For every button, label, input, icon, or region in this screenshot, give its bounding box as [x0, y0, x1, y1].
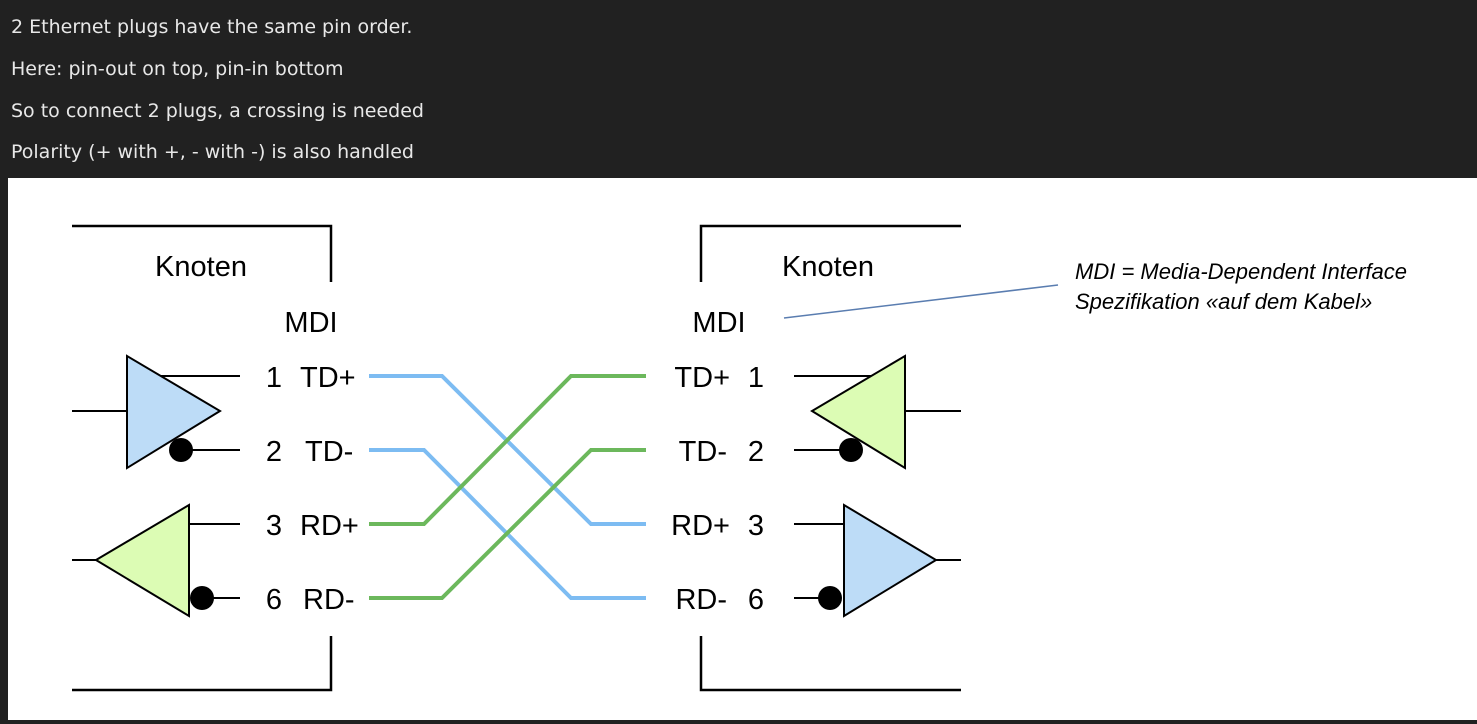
diagram-canvas: Knoten Knoten MDI MDI [8, 178, 1477, 720]
wire-td-plus-to-rd-plus [369, 374, 646, 526]
right-pin-1: TD+ 1 [674, 362, 764, 394]
right-node-title: Knoten [782, 251, 874, 283]
right-pin-name: TD+ [674, 362, 730, 394]
right-pin-number: 1 [748, 362, 764, 394]
right-pin-name: RD- [675, 584, 727, 616]
right-pin-6: RD- 6 [675, 584, 764, 616]
left-transmit-amplifier [72, 354, 240, 470]
left-receive-amplifier [72, 503, 240, 618]
left-node-frame-bottom [72, 636, 333, 692]
wire-td-minus-to-rd-minus [369, 448, 646, 600]
left-pin-number: 3 [266, 510, 282, 542]
left-mdi-label: MDI [284, 307, 337, 339]
right-node-frame-top [699, 224, 961, 282]
right-receive-amplifier [794, 354, 961, 470]
note-line-2: Here: pin-out on top, pin-in bottom [11, 58, 344, 80]
left-pin-3: 3 RD+ [266, 510, 359, 542]
left-pin-6: 6 RD- [266, 584, 355, 616]
note-line-3: So to connect 2 plugs, a crossing is nee… [11, 100, 424, 122]
mdi-crossover-diagram: Knoten Knoten MDI MDI [72, 224, 1407, 692]
left-pin-number: 1 [266, 362, 282, 394]
note-line-1: 2 Ethernet plugs have the same pin order… [11, 16, 413, 38]
note-line-4: Polarity (+ with +, - with -) is also ha… [11, 141, 414, 163]
right-pin-name: RD+ [671, 510, 730, 542]
left-pin-2: 2 TD- [266, 436, 353, 468]
notes-panel: 2 Ethernet plugs have the same pin order… [0, 0, 1477, 178]
left-pin-name: TD+ [300, 362, 356, 394]
left-pin-name: RD- [303, 584, 355, 616]
annotation-line-1: MDI = Media-Dependent Interface [1075, 259, 1407, 284]
left-pin-number: 2 [266, 436, 282, 468]
right-pin-number: 3 [748, 510, 764, 542]
right-node-frame-bottom [699, 636, 961, 692]
right-pin-number: 6 [748, 584, 764, 616]
right-mdi-label: MDI [692, 307, 745, 339]
left-pin-1: 1 TD+ [266, 362, 356, 394]
right-pin-2: TD- 2 [679, 436, 764, 468]
right-pin-name: TD- [679, 436, 727, 468]
left-pin-name: RD+ [300, 510, 359, 542]
annotation-leader-line [783, 284, 1059, 319]
right-pin-number: 2 [748, 436, 764, 468]
wire-rd-plus-to-td-plus [369, 374, 646, 526]
left-node-frame-top [72, 224, 333, 282]
left-pin-number: 6 [266, 584, 282, 616]
left-pin-name: TD- [305, 436, 353, 468]
left-node-title: Knoten [155, 251, 247, 283]
wire-rd-minus-to-td-minus [369, 448, 646, 600]
right-pin-3: RD+ 3 [671, 510, 764, 542]
annotation-line-2: Spezifikation «auf dem Kabel» [1075, 289, 1372, 314]
right-transmit-amplifier [794, 503, 961, 618]
